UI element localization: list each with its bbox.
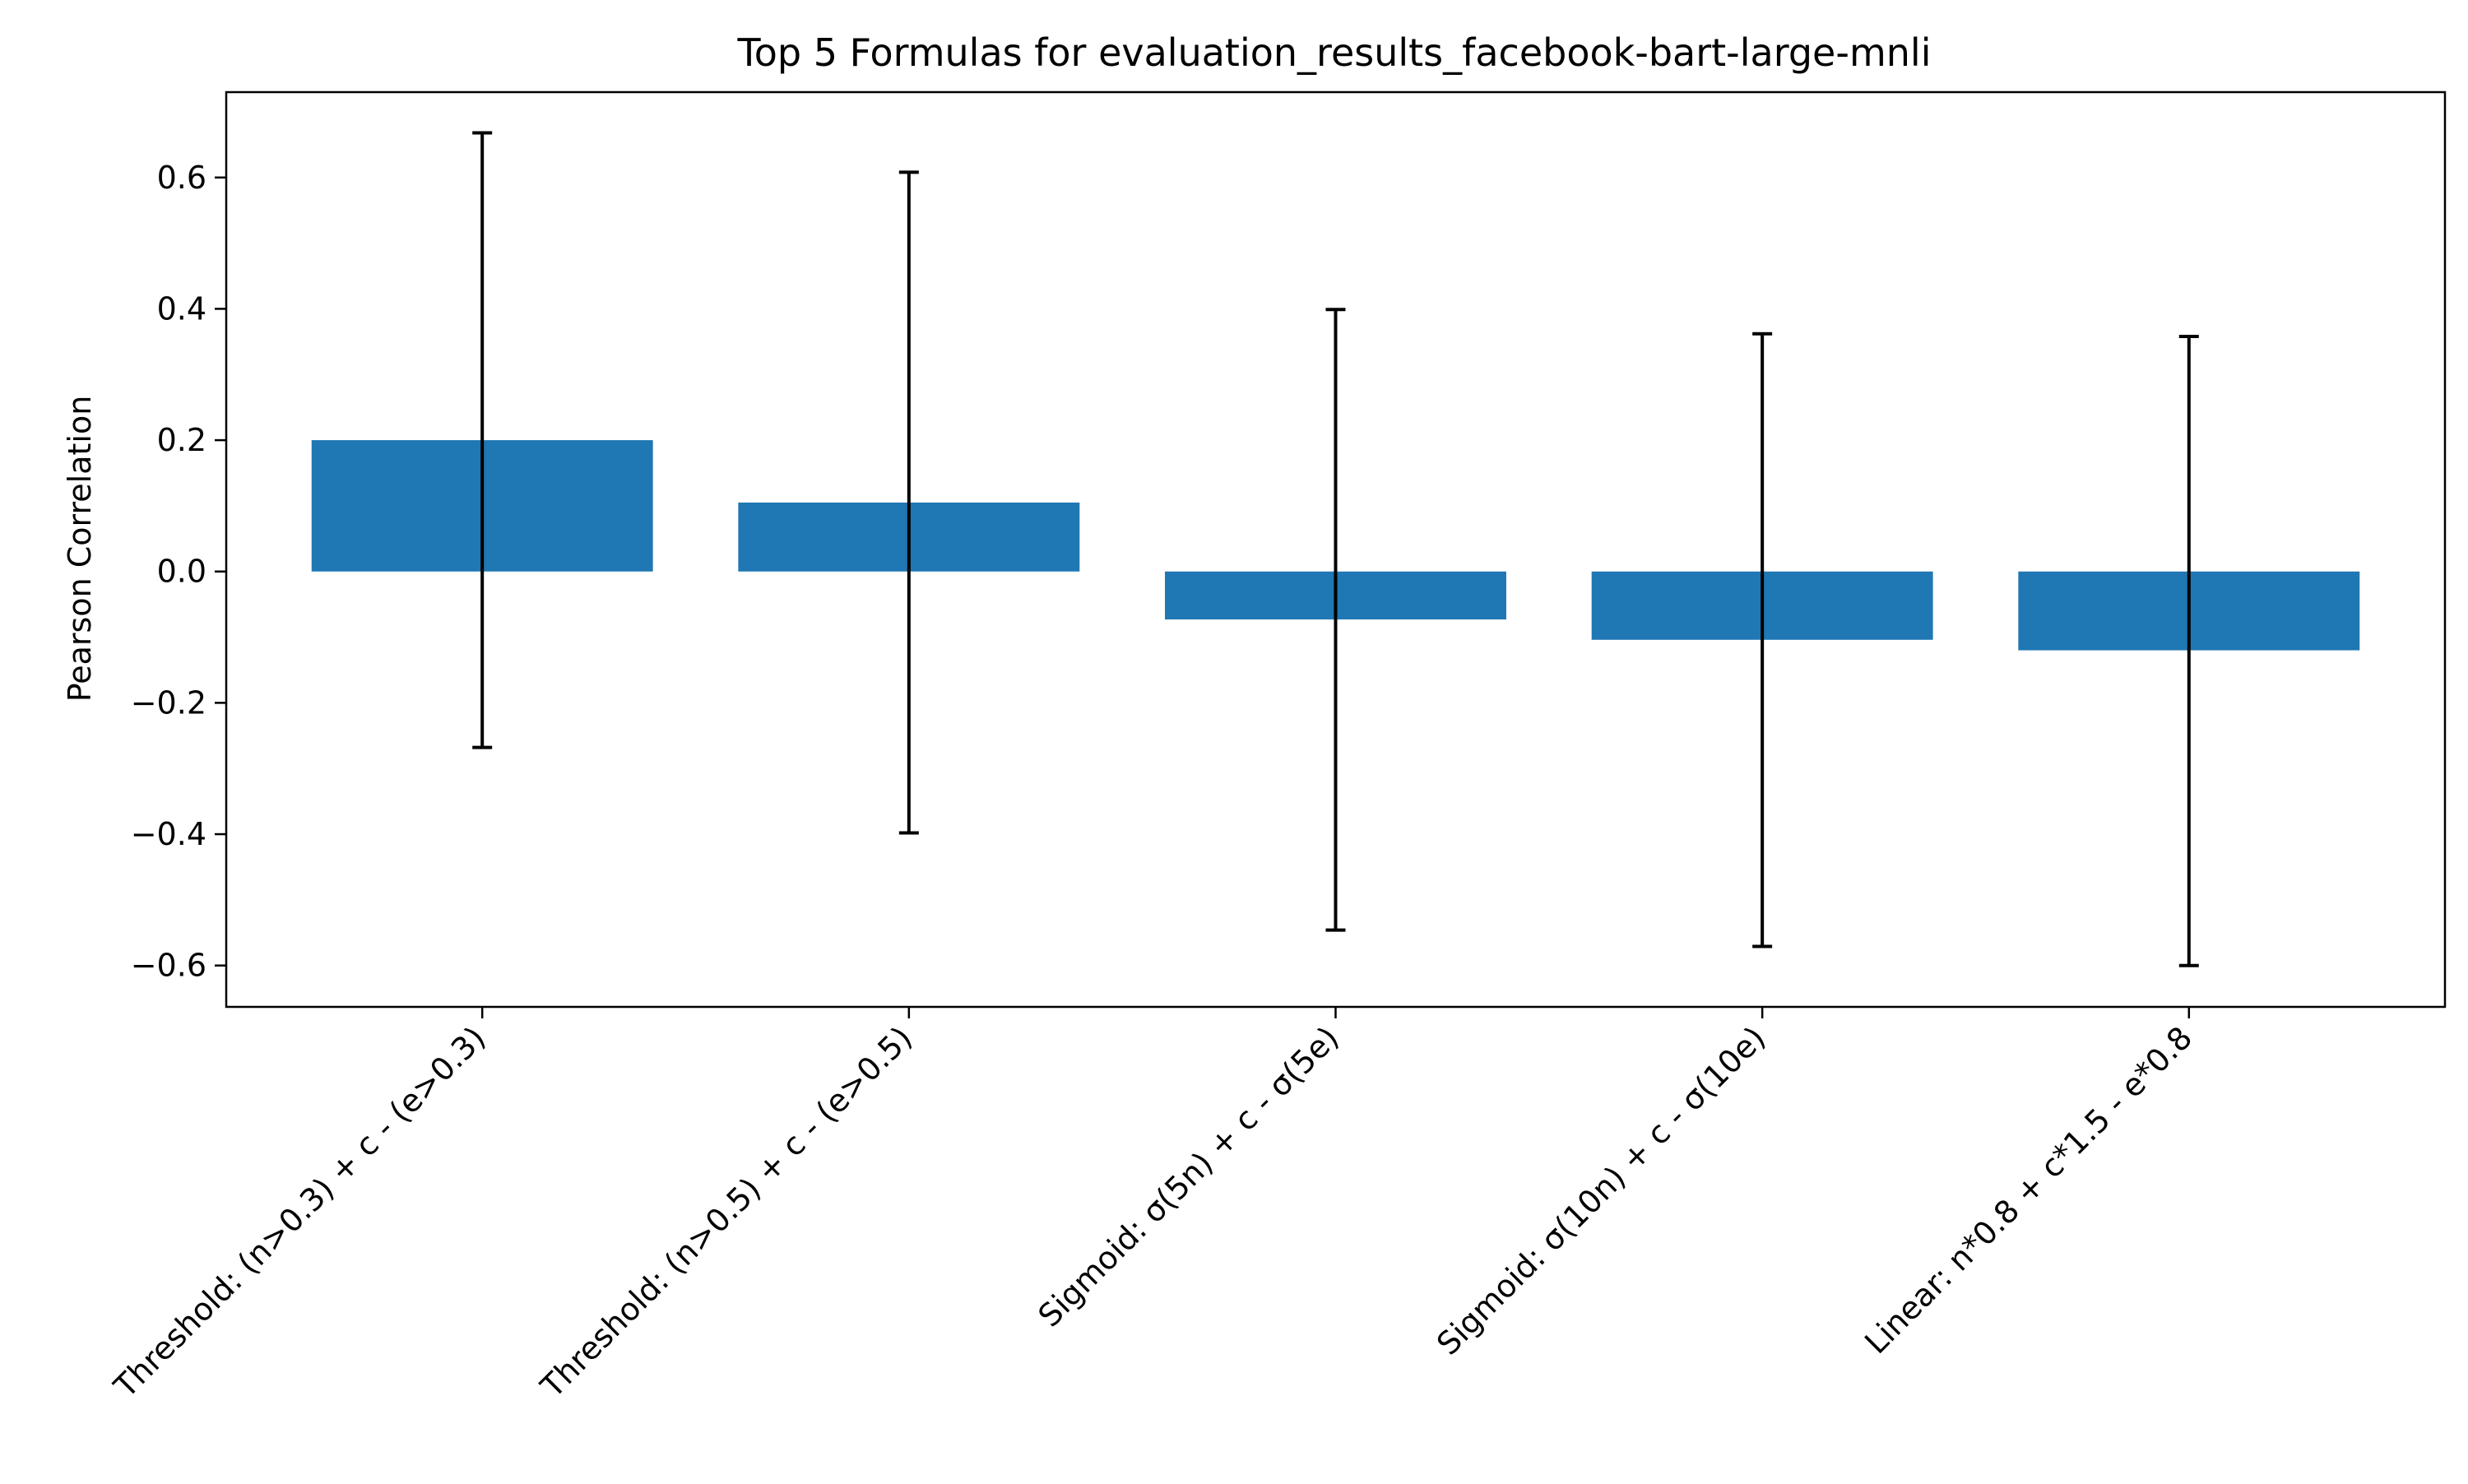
y-tick-label: 0.0 <box>157 554 206 590</box>
y-tick-label: 0.6 <box>157 160 206 196</box>
y-axis-label: Pearson Correlation <box>62 396 98 703</box>
y-tick-label: −0.2 <box>131 684 206 721</box>
y-axis: −0.6 −0.4 −0.2 0.0 0.2 0.4 0.6 <box>131 160 226 984</box>
x-axis: Threshold: (n>0.3) + c - (e>0.3) Threshol… <box>107 1007 2199 1405</box>
x-tick-label: Threshold: (n>0.3) + c - (e>0.3) <box>107 1019 493 1405</box>
y-tick-label: 0.4 <box>157 290 206 327</box>
y-tick-label: −0.4 <box>131 816 206 852</box>
x-tick-label: Threshold: (n>0.5) + c - (e>0.5) <box>533 1019 919 1405</box>
y-tick-label: −0.6 <box>131 948 206 984</box>
chart-title: Top 5 Formulas for evaluation_results_fa… <box>737 30 1932 75</box>
y-tick-label: 0.2 <box>157 422 206 458</box>
x-tick-label: Sigmoid: σ(10n) + c - σ(10e) <box>1430 1019 1773 1362</box>
error-bars-group <box>472 131 2199 967</box>
x-tick-label: Linear: n*0.8 + c*1.5 - e*0.8 <box>1858 1019 2199 1361</box>
x-tick-label: Sigmoid: σ(5n) + c - σ(5e) <box>1032 1019 1346 1333</box>
